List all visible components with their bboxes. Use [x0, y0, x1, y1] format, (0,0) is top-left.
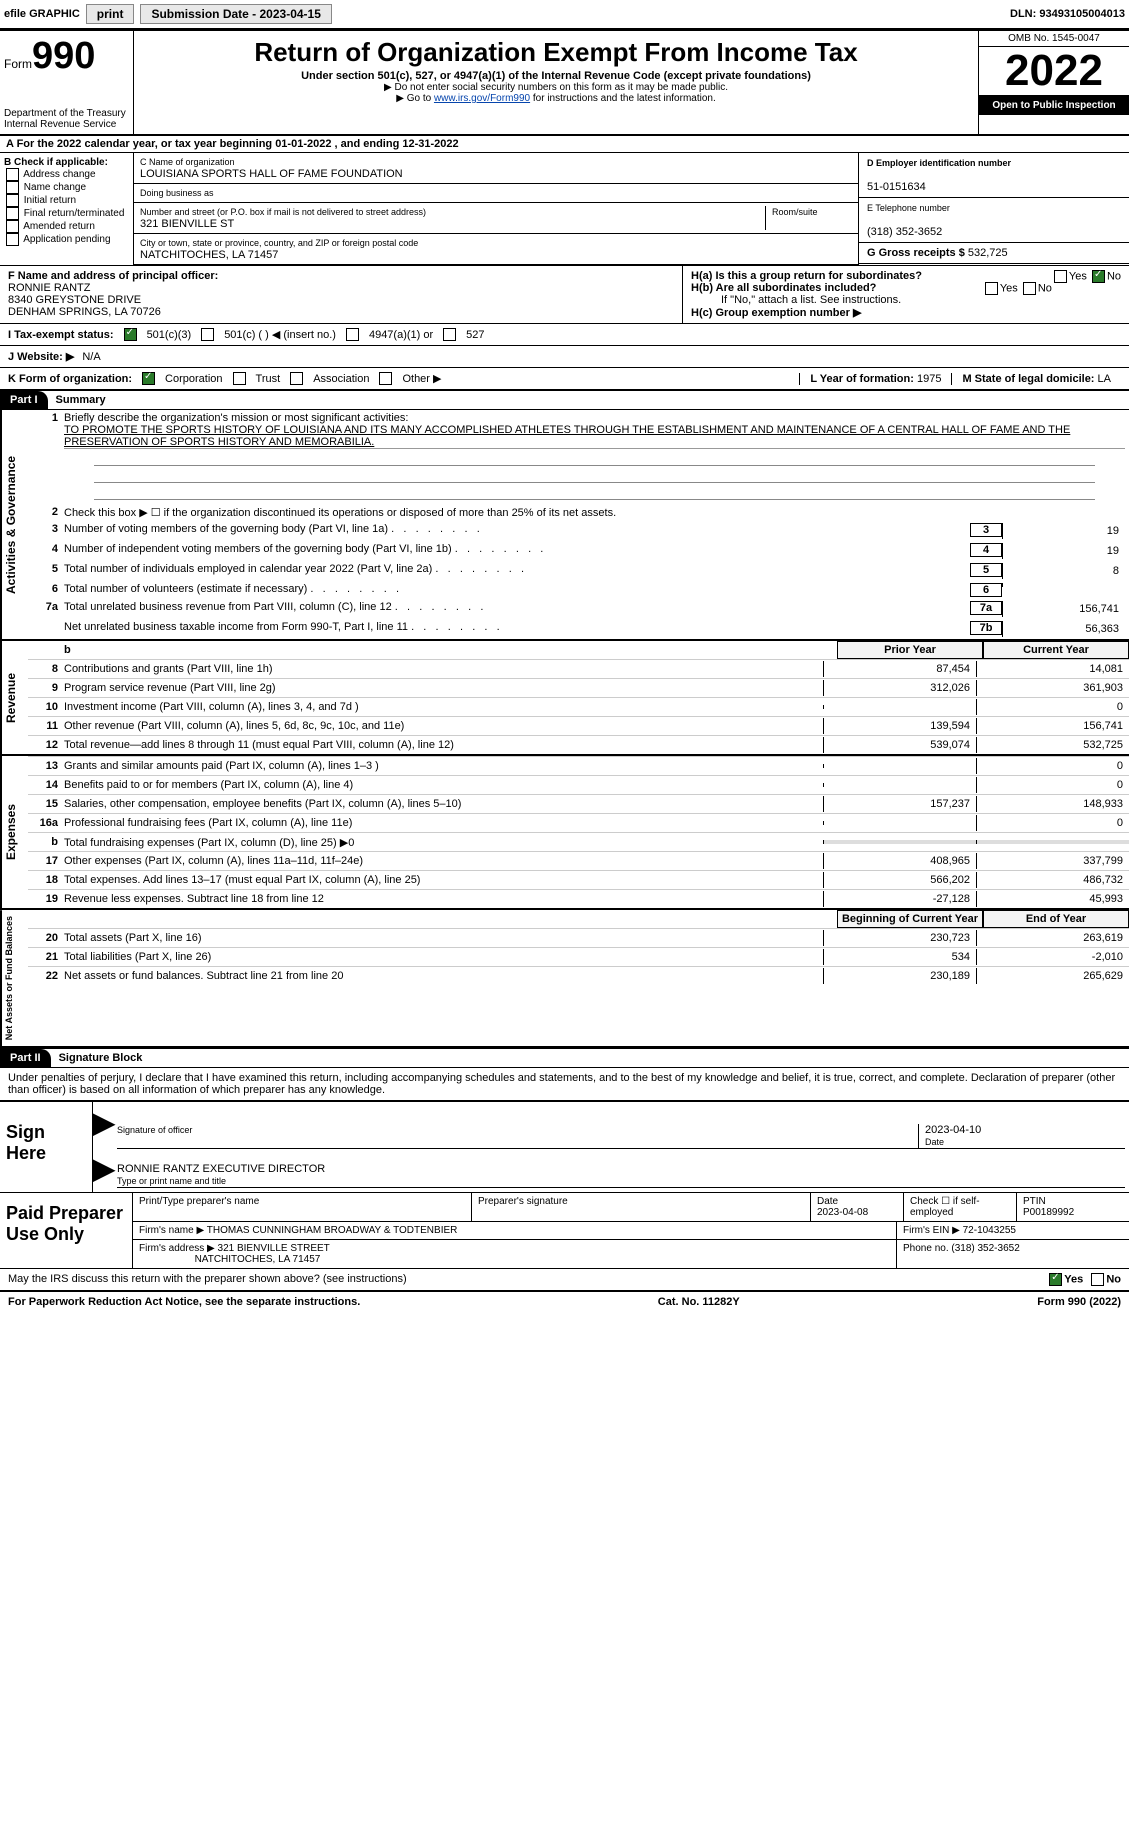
checkbox-discuss-yes[interactable] — [1049, 1273, 1062, 1286]
financial-line: 22Net assets or fund balances. Subtract … — [28, 966, 1129, 985]
financial-line: 10Investment income (Part VIII, column (… — [28, 697, 1129, 716]
checkbox-ha-yes[interactable] — [1054, 270, 1067, 283]
paid-preparer-block: Paid Preparer Use Only Print/Type prepar… — [0, 1192, 1129, 1268]
form-subtitle: Under section 501(c), 527, or 4947(a)(1)… — [142, 70, 970, 82]
checkbox-trust[interactable] — [233, 372, 246, 385]
activities-governance-section: Activities & Governance 1 Briefly descri… — [0, 410, 1129, 641]
ein-value: 51-0151634 — [867, 181, 926, 193]
financial-line: bTotal fundraising expenses (Part IX, co… — [28, 832, 1129, 851]
year-formation: 1975 — [917, 373, 941, 385]
revenue-section: Revenue b Prior Year Current Year 8Contr… — [0, 641, 1129, 756]
tax-year: 2022 — [979, 46, 1129, 96]
form-of-org-row: K Form of organization: Corporation Trus… — [0, 368, 1129, 390]
submission-date-button[interactable]: Submission Date - 2023-04-15 — [140, 4, 331, 24]
form-note-1: ▶ Do not enter social security numbers o… — [142, 82, 970, 93]
summary-line: 4Number of independent voting members of… — [28, 541, 1129, 561]
checkbox-name-change[interactable] — [6, 181, 19, 194]
summary-line: 6Total number of volunteers (estimate if… — [28, 581, 1129, 599]
checkbox-4947[interactable] — [346, 328, 359, 341]
preparer-phone: (318) 352-3652 — [951, 1243, 1019, 1254]
calendar-year-row: A For the 2022 calendar year, or tax yea… — [0, 136, 1129, 153]
website-row: J Website: ▶ N/A — [0, 346, 1129, 368]
dln-label: DLN: 93493105004013 — [1010, 8, 1125, 20]
box-b-checklist: B Check if applicable: Address change Na… — [0, 153, 134, 265]
net-assets-section: Net Assets or Fund Balances Beginning of… — [0, 910, 1129, 1048]
checkbox-hb-no[interactable] — [1023, 282, 1036, 295]
ptin: P00189992 — [1023, 1207, 1074, 1218]
financial-line: 20Total assets (Part X, line 16) 230,723… — [28, 928, 1129, 947]
financial-line: 19Revenue less expenses. Subtract line 1… — [28, 889, 1129, 908]
org-city: NATCHITOCHES, LA 71457 — [140, 249, 278, 261]
dept-label: Department of the Treasury Internal Reve… — [4, 108, 129, 130]
financial-line: 17Other expenses (Part IX, column (A), l… — [28, 851, 1129, 870]
financial-line: 11Other revenue (Part VIII, column (A), … — [28, 716, 1129, 735]
checkbox-address-change[interactable] — [6, 168, 19, 181]
summary-line: 7aTotal unrelated business revenue from … — [28, 599, 1129, 619]
firm-ein: 72-1043255 — [963, 1225, 1016, 1236]
checkbox-other[interactable] — [379, 372, 392, 385]
summary-line: 3Number of voting members of the governi… — [28, 521, 1129, 541]
financial-line: 8Contributions and grants (Part VIII, li… — [28, 659, 1129, 678]
checkbox-initial-return[interactable] — [6, 194, 19, 207]
omb-number: OMB No. 1545-0047 — [979, 31, 1129, 46]
state-domicile: LA — [1098, 373, 1111, 385]
mission-text: TO PROMOTE THE SPORTS HISTORY OF LOUISIA… — [64, 424, 1125, 449]
signature-declaration: Under penalties of perjury, I declare th… — [0, 1068, 1129, 1100]
checkbox-ha-no[interactable] — [1092, 270, 1105, 283]
tax-exempt-row: I Tax-exempt status: 501(c)(3) 501(c) ( … — [0, 324, 1129, 346]
org-name: LOUISIANA SPORTS HALL OF FAME FOUNDATION — [140, 168, 403, 180]
checkbox-hb-yes[interactable] — [985, 282, 998, 295]
officer-signed-name: RONNIE RANTZ EXECUTIVE DIRECTOR — [117, 1163, 325, 1175]
inspection-notice: Open to Public Inspection — [979, 96, 1129, 115]
financial-line: 16aProfessional fundraising fees (Part I… — [28, 813, 1129, 832]
checkbox-amended[interactable] — [6, 220, 19, 233]
discuss-row: May the IRS discuss this return with the… — [0, 1268, 1129, 1290]
financial-line: 18Total expenses. Add lines 13–17 (must … — [28, 870, 1129, 889]
irs-link[interactable]: www.irs.gov/Form990 — [434, 93, 530, 104]
gross-receipts: 532,725 — [968, 247, 1008, 259]
checkbox-final-return[interactable] — [6, 207, 19, 220]
firm-name: THOMAS CUNNINGHAM BROADWAY & TODTENBIER — [207, 1225, 458, 1236]
website-value: N/A — [82, 351, 100, 363]
entity-info-block: B Check if applicable: Address change Na… — [0, 153, 1129, 266]
financial-line: 14Benefits paid to or for members (Part … — [28, 775, 1129, 794]
form-title: Return of Organization Exempt From Incom… — [142, 37, 970, 68]
top-toolbar: efile GRAPHIC print Submission Date - 20… — [0, 0, 1129, 29]
sign-date: 2023-04-10 — [925, 1124, 981, 1136]
officer-group-row: F Name and address of principal officer:… — [0, 266, 1129, 324]
arrow-icon: ▶ — [93, 1106, 115, 1139]
financial-line: 12Total revenue—add lines 8 through 11 (… — [28, 735, 1129, 754]
efile-label: efile GRAPHIC — [4, 8, 80, 20]
print-button[interactable]: print — [86, 4, 135, 24]
form-number: Form990 — [4, 35, 129, 78]
summary-line: 5Total number of individuals employed in… — [28, 561, 1129, 581]
part2-header: Part II Signature Block — [0, 1048, 1129, 1068]
checkbox-corporation[interactable] — [142, 372, 155, 385]
part1-header: Part I Summary — [0, 390, 1129, 410]
sign-here-block: Sign Here ▶ Signature of officer 2023-04… — [0, 1100, 1129, 1192]
officer-name: RONNIE RANTZ — [8, 282, 91, 294]
checkbox-501c3[interactable] — [124, 328, 137, 341]
expenses-section: Expenses 13Grants and similar amounts pa… — [0, 756, 1129, 910]
phone-value: (318) 352-3652 — [867, 226, 942, 238]
summary-line: Net unrelated business taxable income fr… — [28, 619, 1129, 639]
page-footer: For Paperwork Reduction Act Notice, see … — [0, 1290, 1129, 1312]
checkbox-discuss-no[interactable] — [1091, 1273, 1104, 1286]
form-note-2: ▶ Go to www.irs.gov/Form990 for instruct… — [142, 93, 970, 104]
form-header: Form990 Department of the Treasury Inter… — [0, 29, 1129, 136]
arrow-icon: ▶ — [93, 1152, 115, 1185]
checkbox-association[interactable] — [290, 372, 303, 385]
org-street: 321 BIENVILLE ST — [140, 218, 234, 230]
financial-line: 15Salaries, other compensation, employee… — [28, 794, 1129, 813]
financial-line: 9Program service revenue (Part VIII, lin… — [28, 678, 1129, 697]
checkbox-527[interactable] — [443, 328, 456, 341]
financial-line: 21Total liabilities (Part X, line 26) 53… — [28, 947, 1129, 966]
checkbox-501c[interactable] — [201, 328, 214, 341]
checkbox-application-pending[interactable] — [6, 233, 19, 246]
financial-line: 13Grants and similar amounts paid (Part … — [28, 756, 1129, 775]
